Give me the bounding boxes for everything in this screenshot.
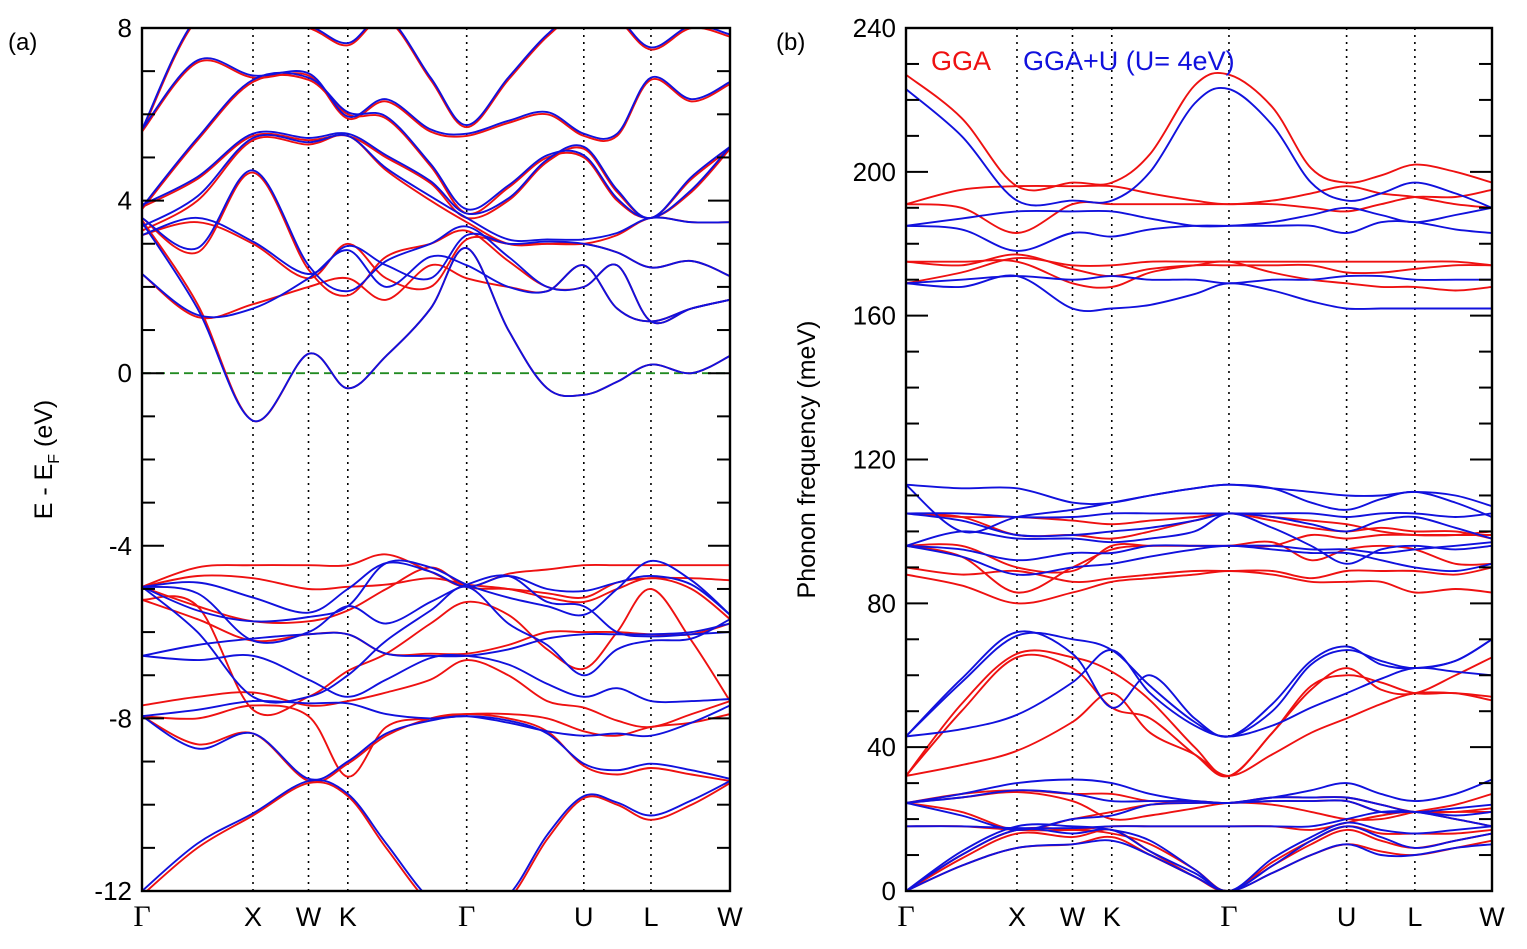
k-point-label: U: [574, 902, 594, 932]
series-gga-plus-u: [906, 86, 1492, 891]
band-line: [142, 715, 730, 781]
band-line: [142, 71, 730, 219]
band-line: [142, 132, 730, 220]
k-point-label: X: [244, 902, 262, 932]
band-line: [906, 206, 1492, 228]
band-line: [906, 828, 1492, 891]
band-line: [906, 649, 1492, 738]
y-tick-label: 4: [118, 186, 132, 216]
k-point-label: U: [1337, 902, 1357, 932]
band-line: [142, 585, 730, 704]
band-line: [142, 216, 730, 281]
k-point-label: L: [643, 902, 658, 932]
band-line: [142, 659, 730, 729]
band-line: [906, 839, 1492, 891]
k-point-label: Γ: [897, 900, 914, 933]
band-line: [906, 483, 1492, 508]
band-line: [142, 654, 730, 704]
panel-label: (b): [776, 29, 805, 56]
band-line: [142, 28, 730, 130]
band-line: [142, 699, 730, 738]
y-tick-label: -12: [94, 876, 132, 906]
y-tick-label: 160: [853, 301, 896, 331]
band-line: [142, 553, 730, 588]
k-point-label: Γ: [1220, 900, 1237, 933]
band-line: [142, 704, 730, 778]
series-gga: [906, 72, 1492, 891]
y-tick-label: 80: [867, 588, 896, 618]
k-point-label: Γ: [133, 900, 150, 933]
series-gga-plus-u: [142, 28, 730, 891]
band-line: [142, 561, 730, 616]
y-tick-label: -8: [109, 703, 132, 733]
band-line: [142, 574, 730, 620]
band-line: [906, 86, 1492, 209]
band-line: [142, 588, 730, 717]
y-tick-label: 40: [867, 732, 896, 762]
band-line: [906, 72, 1492, 192]
band-line: [142, 263, 730, 323]
band-line: [906, 825, 1492, 891]
band-line: [142, 221, 730, 422]
y-tick-label: 0: [118, 358, 132, 388]
y-tick-label: -4: [109, 531, 132, 561]
k-point-label: K: [339, 902, 357, 932]
band-line: [142, 28, 730, 133]
bands-group: [906, 72, 1492, 891]
band-line: [906, 541, 1492, 562]
y-tick-label: 200: [853, 157, 896, 187]
band-line: [142, 574, 730, 644]
band-line: [906, 791, 1492, 821]
k-point-label: W: [1060, 902, 1086, 932]
panel-label: (a): [8, 29, 37, 56]
k-point-label: W: [296, 902, 322, 932]
plot-frame: [904, 26, 1494, 893]
k-point-label: W: [1479, 902, 1505, 932]
band-line: [906, 274, 1492, 285]
y-axis-title: E - EF (eV): [30, 400, 63, 520]
k-point-label: Γ: [458, 900, 475, 933]
y-tick-label: 120: [853, 445, 896, 475]
legend-entry-gga-plus-u: GGA+U (U= 4eV): [1023, 46, 1235, 76]
band-line: [906, 649, 1492, 777]
bands-group: [142, 28, 730, 891]
band-line: [906, 259, 1492, 292]
series-gga: [142, 28, 730, 891]
band-line: [906, 533, 1492, 574]
band-line: [145, 781, 730, 891]
band-line: [906, 512, 1492, 519]
band-line: [142, 133, 730, 242]
band-line: [142, 169, 730, 325]
band-line: [142, 713, 730, 783]
k-point-label: W: [717, 902, 743, 932]
y-tick-label: 0: [882, 876, 896, 906]
band-line: [906, 253, 1492, 278]
band-line: [906, 691, 1492, 777]
k-point-label: X: [1008, 902, 1026, 932]
y-axis-title: Phonon frequency (meV): [793, 321, 821, 599]
legend-entry-gga: GGA: [931, 46, 991, 76]
band-line: [142, 598, 730, 657]
k-point-label: L: [1407, 902, 1422, 932]
band-line: [142, 130, 730, 219]
band-line: [906, 825, 1492, 891]
band-line: [142, 57, 730, 140]
band-line: [906, 570, 1492, 605]
y-tick-label: 8: [118, 13, 132, 43]
band-line: [906, 821, 1492, 891]
band-line: [906, 778, 1492, 805]
band-line: [142, 622, 730, 658]
band-line: [142, 249, 730, 323]
band-line: [142, 779, 730, 891]
band-line: [906, 184, 1492, 209]
band-line: [906, 630, 1492, 738]
y-tick-label: 240: [853, 13, 896, 43]
k-point-label: K: [1103, 902, 1121, 932]
